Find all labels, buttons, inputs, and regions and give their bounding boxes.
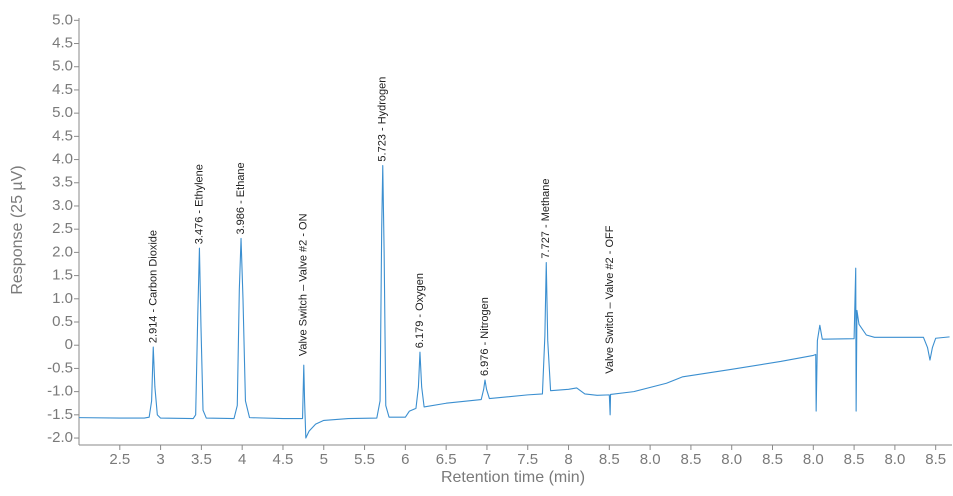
x-tick-label: 3 [156, 451, 164, 468]
y-tick-label: 4.0 [52, 151, 73, 168]
peak-annotation: 7.727 - Methane [540, 178, 552, 258]
y-tick-label: -0.5 [47, 359, 73, 376]
peak-annotation: 3.476 - Ethylene [193, 164, 205, 244]
y-tick-label: -1.5 [47, 406, 73, 423]
y-tick-label: 0 [65, 336, 73, 353]
x-tick-label: 7.5 [517, 451, 538, 468]
y-tick-label: 0.5 [52, 313, 73, 330]
y-tick-label: 1.0 [52, 290, 73, 307]
x-tick-label: 7 [483, 451, 491, 468]
peak-annotation: 5.723 - Hydrogen [377, 77, 389, 162]
x-tick-label: 5.5 [354, 451, 375, 468]
y-tick-label: -1.0 [47, 383, 73, 400]
y-tick-label: 3.0 [52, 197, 73, 214]
y-tick-label: 1.5 [52, 267, 73, 284]
x-tick-label: 8.5 [680, 451, 701, 468]
y-tick-label: 2.0 [52, 243, 73, 260]
peak-annotation: Valve Switch – Valve #2 - OFF [604, 225, 616, 373]
y-tick-label: 4.5 [52, 34, 73, 51]
peak-annotation: 3.986 - Ethane [235, 162, 247, 234]
peak-annotation: 2.914 - Carbon Dioxide [148, 230, 160, 343]
x-tick-label: 8.0 [640, 451, 661, 468]
x-tick-label: 8.0 [803, 451, 824, 468]
x-tick-label: 5 [320, 451, 328, 468]
x-tick-label: 8.5 [599, 451, 620, 468]
x-tick-label: 8.0 [884, 451, 905, 468]
y-tick-label: 2.5 [52, 220, 73, 237]
y-tick-label: 5.0 [52, 104, 73, 121]
x-tick-label: 4.5 [273, 451, 294, 468]
peak-annotation: Valve Switch – Valve #2 - ON [298, 213, 310, 356]
x-tick-label: 8.5 [925, 451, 946, 468]
y-axis-title: Response (25 µV) [9, 165, 26, 294]
y-tick-label: 5.0 [52, 58, 73, 75]
x-tick-label: 2.5 [109, 451, 130, 468]
y-tick-label: -2.0 [47, 429, 73, 446]
x-tick-label: 8.5 [762, 451, 783, 468]
x-tick-label: 3.5 [191, 451, 212, 468]
x-tick-label: 8.0 [721, 451, 742, 468]
y-tick-label: 5.0 [52, 11, 73, 28]
y-tick-label: 3.5 [52, 174, 73, 191]
x-tick-label: 4 [238, 451, 246, 468]
y-tick-label: 4.5 [52, 127, 73, 144]
x-tick-label: 8.5 [844, 451, 865, 468]
x-tick-label: 6.5 [436, 451, 457, 468]
signal-line [78, 165, 950, 439]
x-tick-label: 6 [401, 451, 409, 468]
x-axis-title: Retention time (min) [441, 469, 585, 486]
peak-annotation: 6.976 - Nitrogen [479, 297, 491, 376]
x-tick-label: 8 [564, 451, 572, 468]
y-tick-label: 4.5 [52, 81, 73, 98]
peak-annotation: 6.179 - Oxygen [414, 273, 426, 348]
